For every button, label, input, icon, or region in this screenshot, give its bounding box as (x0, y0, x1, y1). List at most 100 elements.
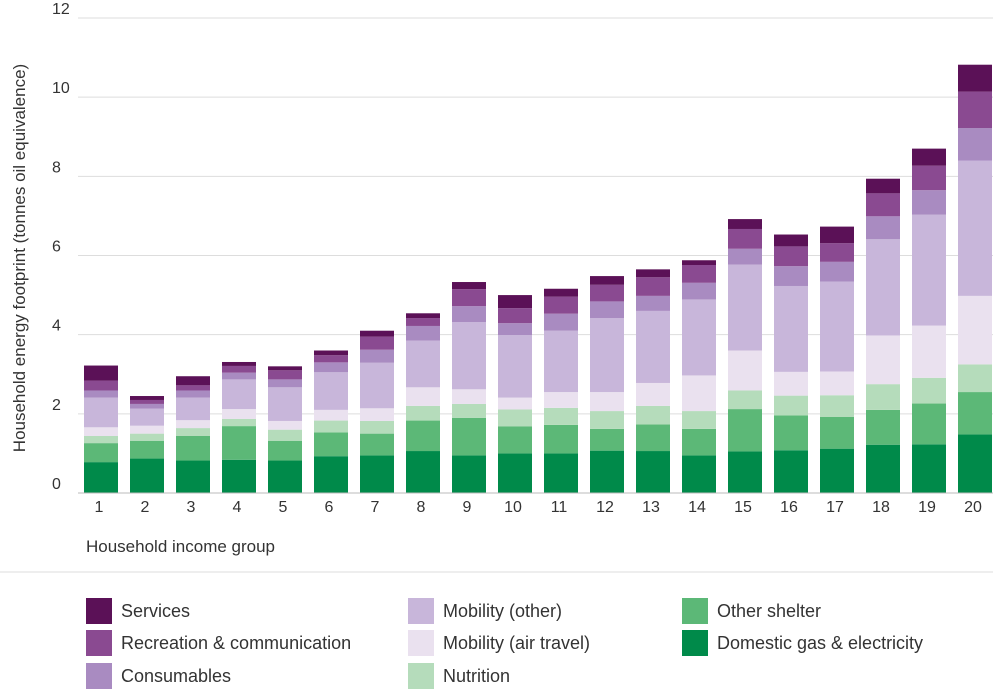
x-tick-label: 20 (964, 499, 982, 516)
bar-segment (84, 397, 118, 428)
bar-segment (958, 295, 992, 365)
x-tick-label: 4 (233, 499, 242, 516)
legend-item: Nutrition (408, 663, 510, 689)
bar-segment (406, 340, 440, 388)
bar-segment (130, 425, 164, 434)
bar-segment (590, 318, 624, 393)
bar-segment (866, 409, 900, 445)
bar-segment (314, 355, 348, 363)
bar-segment (866, 335, 900, 385)
x-tick-label: 14 (688, 499, 706, 516)
bar-segment (498, 453, 532, 493)
bar-segment (360, 408, 394, 421)
bar-segment (774, 371, 808, 396)
legend-label: Recreation & communication (121, 633, 351, 653)
x-tick-label: 16 (780, 499, 798, 516)
bar-segment (130, 396, 164, 400)
bar-segment (268, 460, 302, 493)
bar-segment (912, 148, 946, 166)
bar-segment (682, 299, 716, 376)
bar-segment (728, 409, 762, 452)
bar-segment (774, 450, 808, 493)
bar-stack (820, 226, 854, 493)
bar-segment (912, 214, 946, 326)
x-tick-label: 2 (141, 499, 150, 516)
bar-segment (590, 411, 624, 429)
x-tick-label: 8 (417, 499, 426, 516)
legend-label: Consumables (121, 666, 231, 686)
bar-stack (912, 148, 946, 493)
bar-segment (314, 372, 348, 410)
bar-segment (866, 216, 900, 240)
bar-segment (866, 193, 900, 217)
legend: Services Recreation & communication Consum… (86, 598, 923, 689)
bar-segment (774, 415, 808, 451)
bar-segment (774, 246, 808, 267)
legend-item: Domestic gas & electricity (682, 630, 923, 656)
x-tick-label: 17 (826, 499, 844, 516)
bar-segment (636, 424, 670, 452)
bar-segment (958, 128, 992, 161)
bar-segment (498, 308, 532, 324)
bar-segment (820, 395, 854, 417)
bar-segment (176, 390, 210, 398)
bar-segment (544, 424, 578, 454)
bar-segment (452, 403, 486, 418)
legend-swatch (408, 663, 434, 689)
bar-segment (958, 434, 992, 493)
bar-segment (406, 325, 440, 341)
legend-item: Recreation & communication (86, 630, 351, 656)
legend-item: Other shelter (682, 598, 821, 624)
bar-segment (84, 380, 118, 391)
bar-segment (728, 248, 762, 265)
bar-segment (498, 426, 532, 454)
bar-segment (176, 397, 210, 421)
y-tick-label: 10 (52, 80, 70, 97)
bar-segment (820, 371, 854, 396)
bar-segment (268, 440, 302, 461)
bar-segment (268, 366, 302, 371)
bar-segment (820, 243, 854, 262)
bar-segment (728, 264, 762, 351)
legend-label: Mobility (air travel) (443, 633, 590, 653)
bar-segment (130, 458, 164, 493)
bar-segment (682, 265, 716, 283)
bar-segment (820, 417, 854, 449)
bar-stack (84, 365, 118, 493)
bar-segment (452, 389, 486, 404)
bar-segment (406, 387, 440, 406)
bars (84, 64, 992, 493)
bar-segment (130, 440, 164, 459)
bar-stack (314, 350, 348, 493)
legend-swatch (682, 598, 708, 624)
bar-segment (728, 219, 762, 229)
bar-segment (452, 282, 486, 290)
legend-swatch (86, 663, 112, 689)
x-axis-ticks: 1 2 3 4 5 6 7 8 9 10 11 12 13 14 15 16 17 18 19 20 (95, 499, 982, 516)
bar-segment (912, 403, 946, 445)
y-axis-title: Household energy footprint (tonnes oil e… (10, 64, 29, 452)
bar-segment (84, 462, 118, 493)
y-tick-label: 8 (52, 159, 61, 176)
bar-segment (268, 429, 302, 441)
bar-segment (452, 417, 486, 456)
bar-stack (590, 276, 624, 493)
bar-segment (958, 91, 992, 129)
bar-segment (314, 432, 348, 457)
legend-label: Mobility (other) (443, 601, 562, 621)
bar-segment (452, 322, 486, 390)
bar-segment (176, 376, 210, 386)
legend-label: Nutrition (443, 666, 510, 686)
bar-segment (682, 411, 716, 429)
bar-segment (360, 455, 394, 493)
bar-segment (406, 451, 440, 493)
x-tick-label: 1 (95, 499, 104, 516)
bar-segment (222, 409, 256, 419)
legend-item: Consumables (86, 663, 231, 689)
x-tick-label: 12 (596, 499, 614, 516)
bar-segment (590, 301, 624, 319)
bar-segment (452, 455, 486, 493)
bar-segment (590, 450, 624, 493)
bar-segment (314, 362, 348, 373)
bar-segment (544, 313, 578, 331)
